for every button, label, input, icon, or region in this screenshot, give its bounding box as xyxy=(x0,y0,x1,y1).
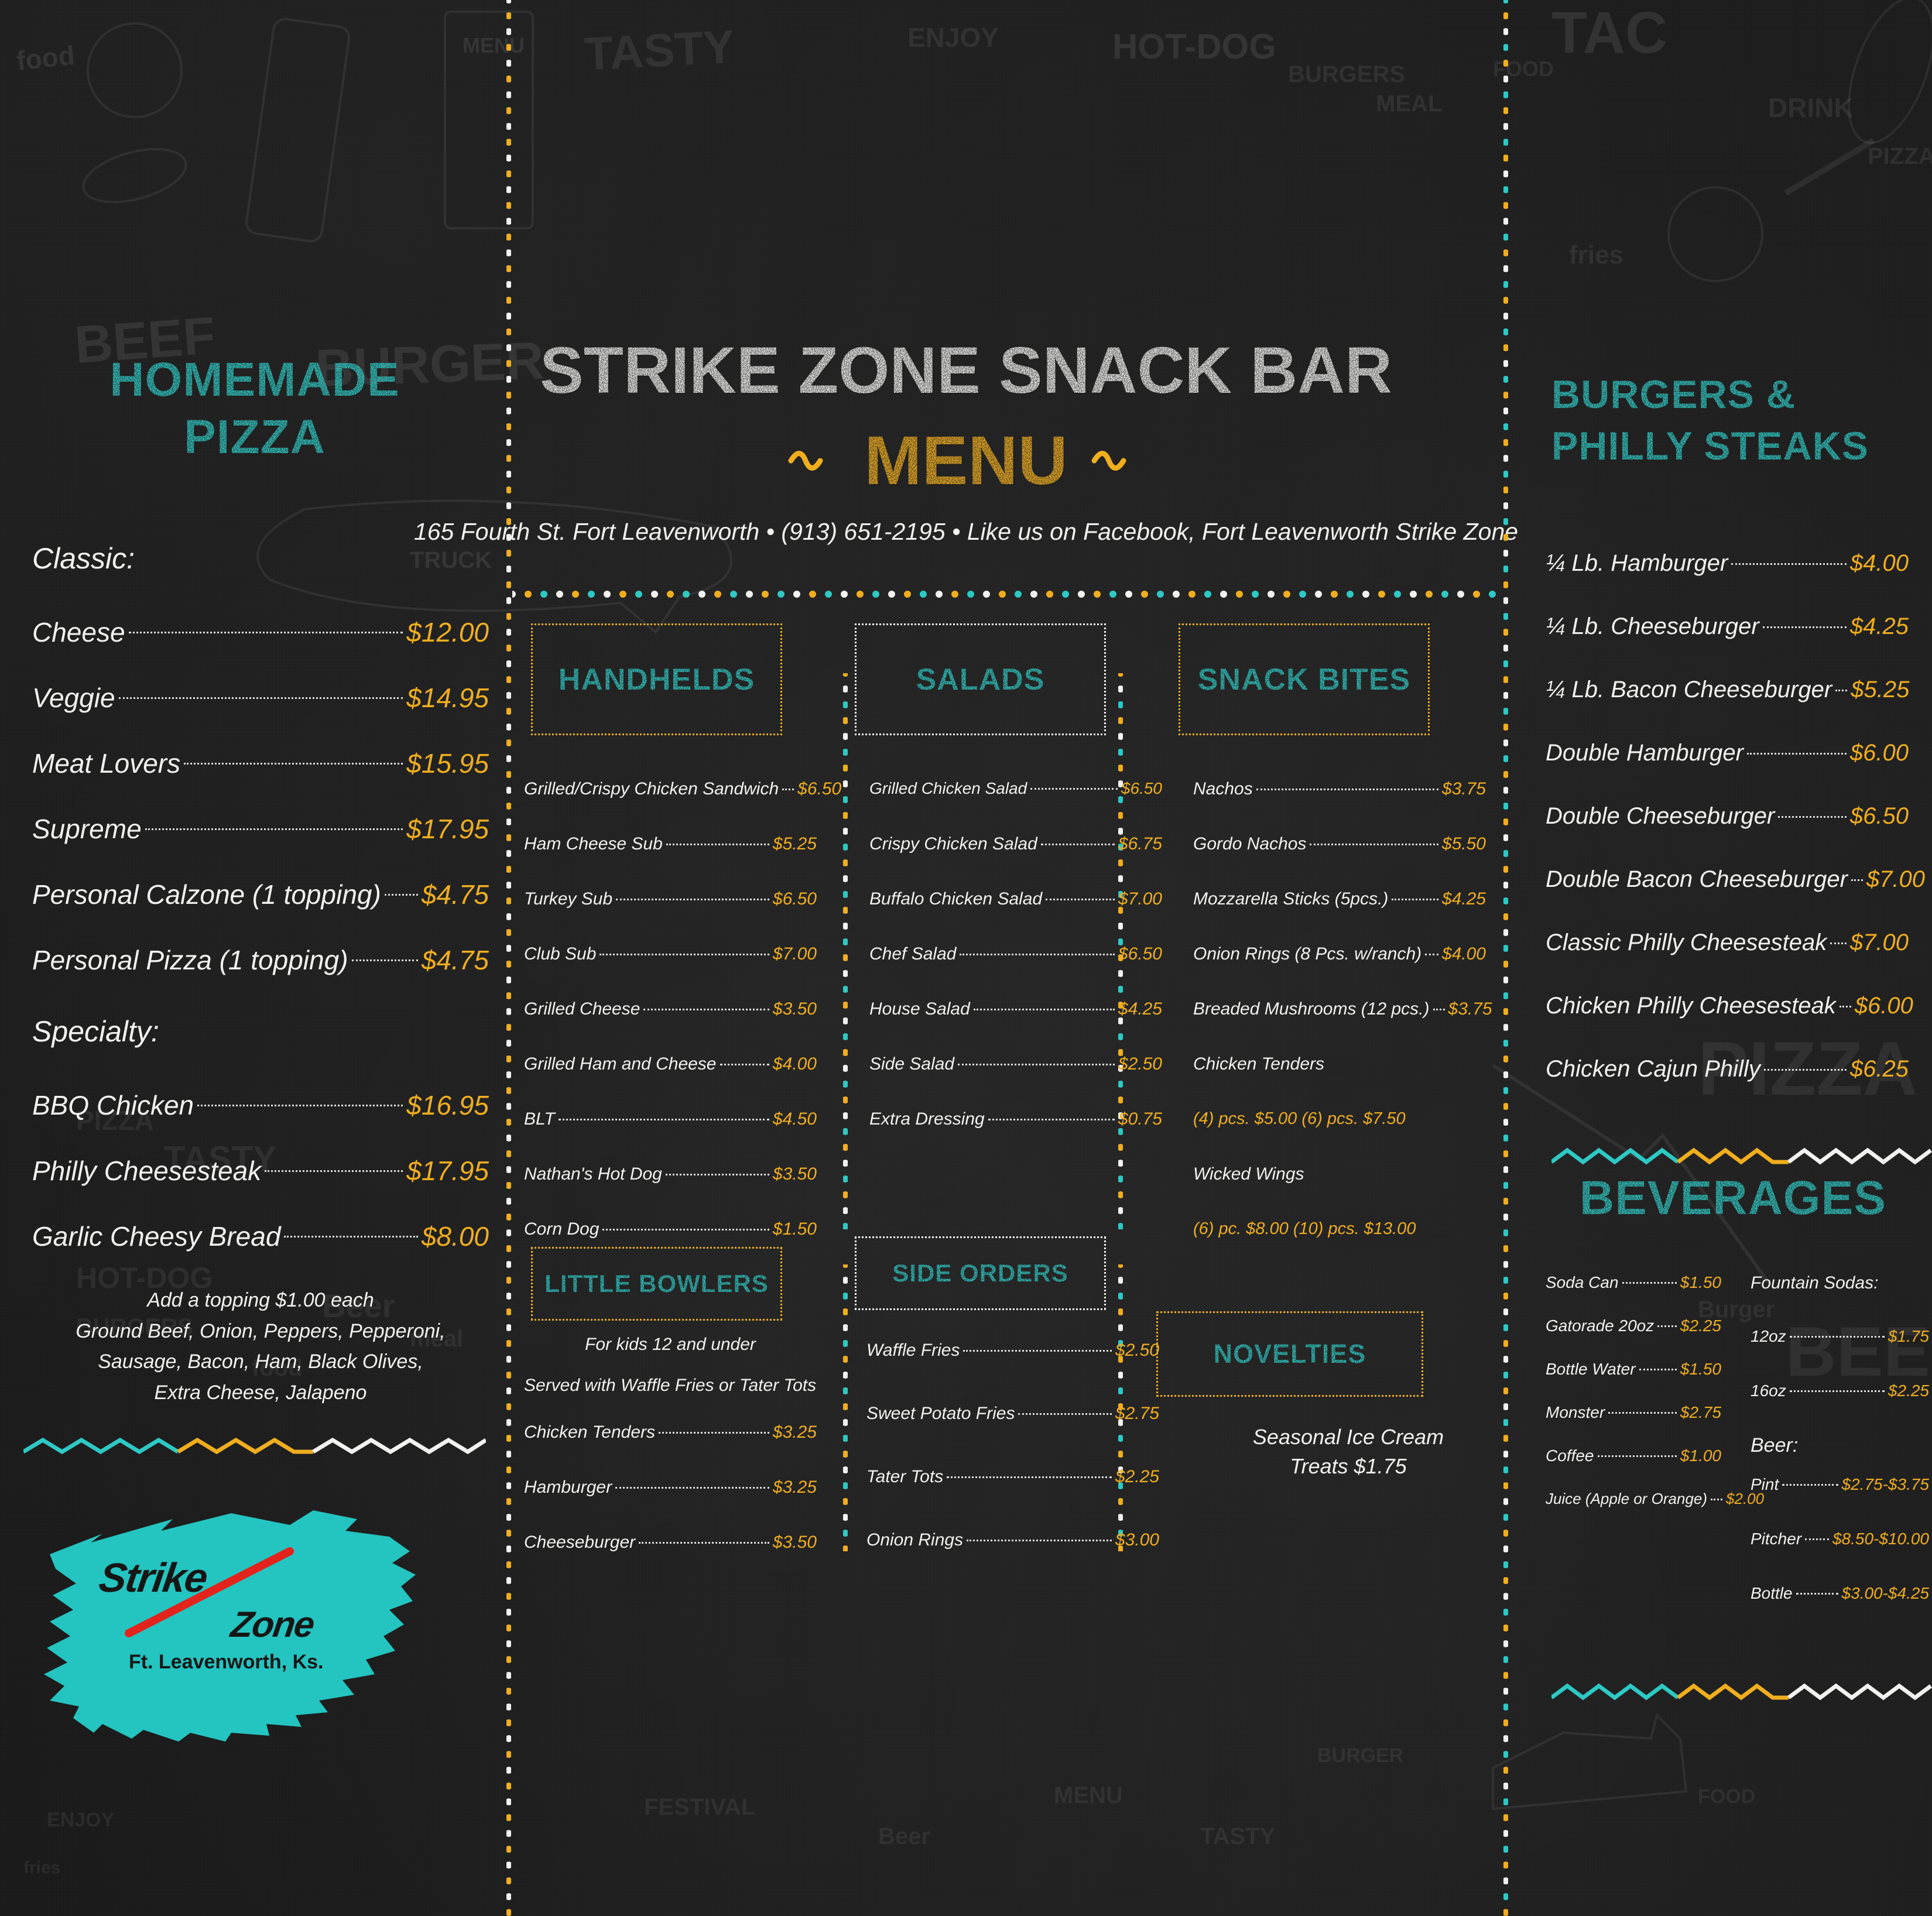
svg-text:BURGER: BURGER xyxy=(1317,1744,1403,1767)
svg-text:FESTIVAL: FESTIVAL xyxy=(644,1794,755,1820)
svg-text:ENJOY: ENJOY xyxy=(907,22,999,53)
svg-text:food: food xyxy=(15,40,77,76)
svg-text:BURGERS: BURGERS xyxy=(1288,61,1405,87)
svg-text:FOOD: FOOD xyxy=(1493,57,1554,81)
svg-text:fries: fries xyxy=(1569,241,1623,269)
svg-text:TASTY: TASTY xyxy=(1200,1824,1275,1849)
svg-text:PIZZA: PIZZA xyxy=(1868,143,1932,169)
svg-text:DRINK: DRINK xyxy=(1768,92,1854,123)
svg-text:Beer: Beer xyxy=(878,1824,930,1849)
svg-text:fries: fries xyxy=(23,1858,60,1877)
svg-text:MENU: MENU xyxy=(463,33,525,57)
svg-text:FOOD: FOOD xyxy=(1698,1785,1755,1808)
svg-text:TASTY: TASTY xyxy=(583,20,736,80)
svg-text:MEAL: MEAL xyxy=(1376,91,1442,116)
svg-text:MENU: MENU xyxy=(1054,1783,1123,1808)
svg-text:ENJOY: ENJOY xyxy=(47,1809,115,1831)
svg-text:HOT-DOG: HOT-DOG xyxy=(1112,27,1276,66)
svg-text:TAC: TAC xyxy=(1551,0,1667,66)
